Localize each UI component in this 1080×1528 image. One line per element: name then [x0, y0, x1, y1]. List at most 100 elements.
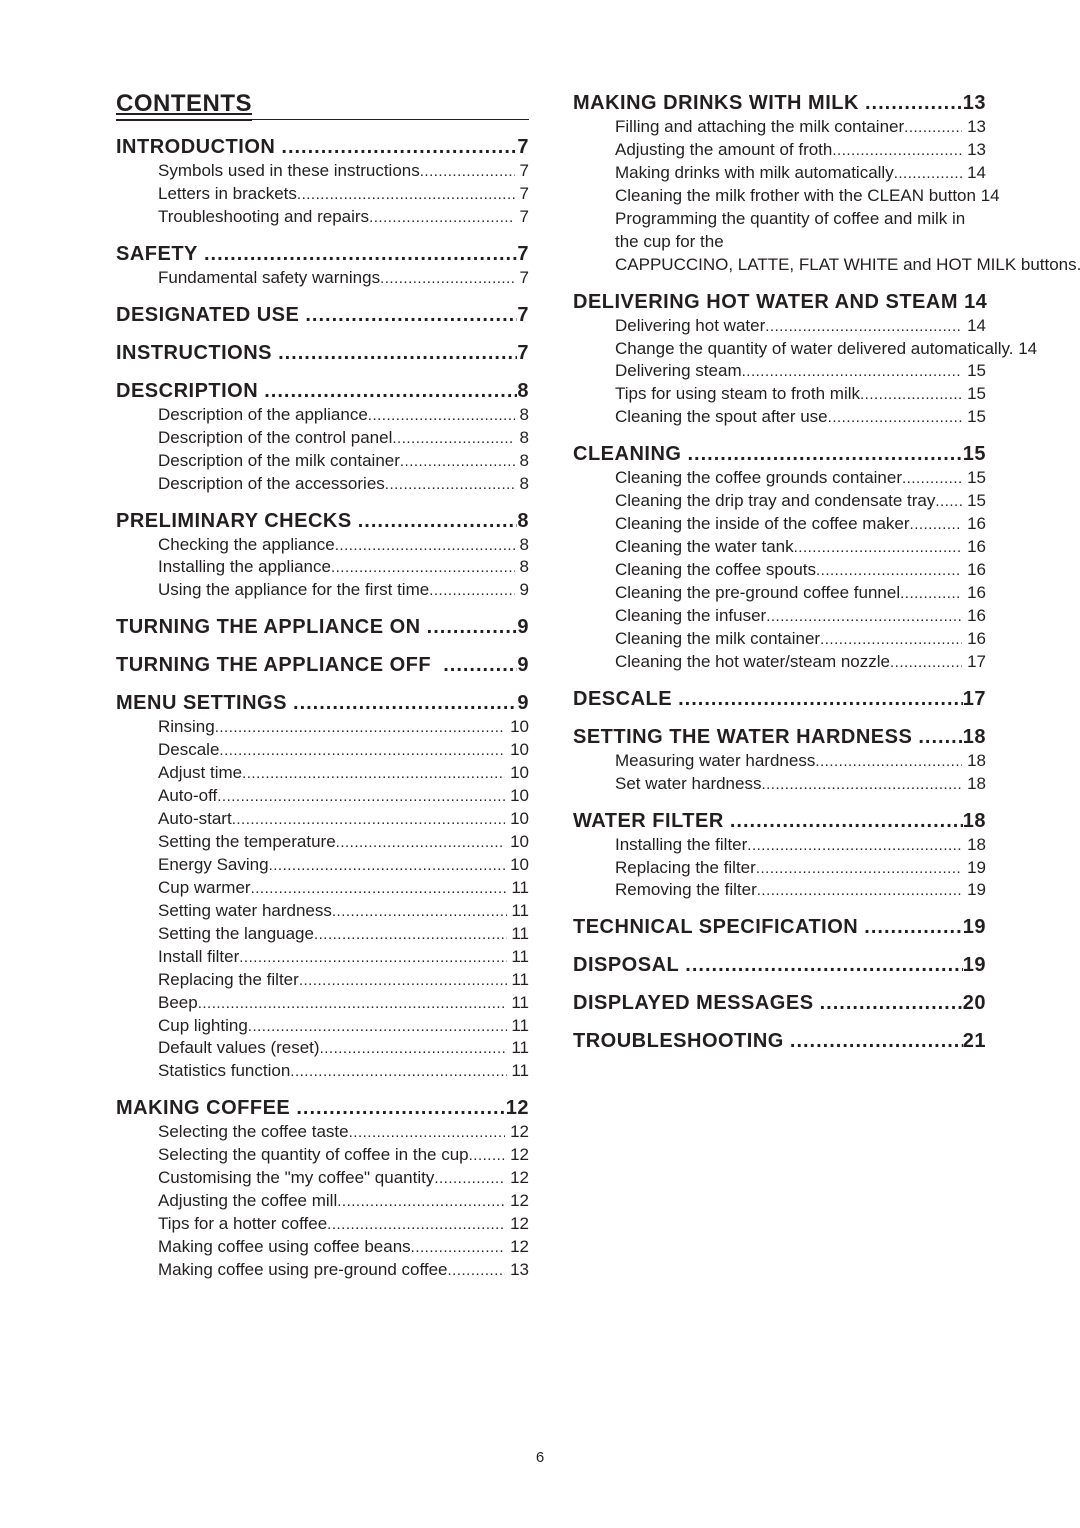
toc-sub-page: 14 [976, 185, 1000, 208]
toc-sub-label: Cleaning the drip tray and condensate tr… [615, 490, 935, 513]
toc-sub-page: 16 [962, 513, 986, 536]
toc-section-page: 9 [517, 652, 529, 678]
toc-sub-page: 18 [962, 773, 986, 796]
toc-leader-dots: ........................................… [400, 452, 515, 472]
toc-sub-entry: Tips for using steam to froth milk......… [573, 383, 986, 406]
toc-leader-dots: ........................................… [331, 558, 515, 578]
toc-sub-page: 11 [507, 877, 529, 900]
toc-leader-dots: ........................................… [299, 971, 507, 991]
toc-sub-page: 10 [505, 808, 529, 831]
toc-section-page: 8 [517, 378, 529, 404]
toc-sub-page: 11 [507, 900, 529, 923]
toc-sub-entry: Cup lighting............................… [116, 1015, 529, 1038]
toc-leader-dots: ........................................… [251, 879, 507, 899]
toc-sub-page: 11 [507, 1037, 529, 1060]
toc-sub-label: Letters in brackets [158, 183, 297, 206]
toc-sub-label: Delivering hot water [615, 315, 765, 338]
toc-leader-dots: ........................................… [790, 1028, 963, 1054]
toc-sub-label: Replacing the filter [158, 969, 299, 992]
toc-leader-dots: ........................................… [448, 1261, 506, 1281]
toc-sub-label: Cleaning the pre-ground coffee funnel [615, 582, 900, 605]
toc-sub-label: Default values (reset) [158, 1037, 320, 1060]
toc-sub-page: 9 [515, 579, 529, 602]
toc-section-page: 14 [964, 289, 987, 315]
toc-sub-page: 12 [505, 1190, 529, 1213]
toc-sub-page: 15 [962, 467, 986, 490]
toc-sub-entry: Description of the milk container.......… [116, 450, 529, 473]
toc-section-label: TURNING THE APPLIANCE ON [116, 614, 427, 640]
toc-leader-dots: ........................................… [935, 492, 962, 512]
toc-leader-dots: ........................................… [336, 833, 506, 853]
toc-leader-dots: ........................................… [380, 269, 515, 289]
toc-section-label: TROUBLESHOOTING [573, 1028, 790, 1054]
toc-sub-label: Selecting the coffee taste [158, 1121, 349, 1144]
toc-leader-dots: ........................................… [297, 185, 515, 205]
toc-leader-dots: ........................................… [242, 764, 505, 784]
toc-leader-dots: ........................................… [761, 775, 962, 795]
toc-sub-page: 13 [962, 116, 986, 139]
toc-section: PRELIMINARY CHECKS .....................… [116, 508, 529, 603]
toc-sub-page: 10 [505, 854, 529, 877]
toc-sub-label: Adjust time [158, 762, 242, 785]
toc-sub-entry: Description of the appliance............… [116, 404, 529, 427]
toc-section-page: 9 [517, 614, 529, 640]
toc-leader-dots: ........................................… [278, 340, 517, 366]
toc-sub-label: Auto-off [158, 785, 217, 808]
toc-section-label: DISPOSAL [573, 952, 685, 978]
toc-sub-page: 15 [962, 360, 986, 383]
toc-sub-label: Energy Saving [158, 854, 269, 877]
toc-sub-label: Install filter [158, 946, 239, 969]
toc-leader-dots: ........................................… [832, 141, 962, 161]
toc-sub-page: 19 [962, 857, 986, 880]
toc-section-head: INSTRUCTIONS ...........................… [116, 340, 529, 366]
toc-section-head: DISPOSAL ...............................… [573, 952, 986, 978]
toc-sub-page: 7 [515, 183, 529, 206]
toc-section-label: MAKING COFFEE [116, 1095, 296, 1121]
toc-sub-entry: Cleaning the pre-ground coffee funnel...… [573, 582, 986, 605]
toc-section-head: MENU SETTINGS ..........................… [116, 690, 529, 716]
toc-section-head: DESCALE ................................… [573, 686, 986, 712]
toc-leader-dots: ........................................… [904, 118, 962, 138]
toc-sub-entry: Cleaning the coffee grounds container...… [573, 467, 986, 490]
toc-leader-dots: ........................................… [239, 948, 506, 968]
toc-leader-dots: ........................................… [296, 1095, 505, 1121]
toc-section-head: DESIGNATED USE .........................… [116, 302, 529, 328]
toc-sub-label: Using the appliance for the first time [158, 579, 429, 602]
toc-section-page: 19 [963, 952, 986, 978]
toc-section-page: 7 [517, 340, 529, 366]
toc-sub-label: Statistics function [158, 1060, 290, 1083]
toc-sub-page: 13 [505, 1259, 529, 1282]
toc-sub-label: Change the quantity of water delivered a… [615, 338, 1013, 361]
left-column: CONTENTS INTRODUCTION ..................… [116, 90, 529, 1468]
toc-section-head: SAFETY .................................… [116, 241, 529, 267]
toc-leader-dots: ........................................… [217, 787, 505, 807]
toc-sub-entry: Cleaning the water tank.................… [573, 536, 986, 559]
toc-sub-label: Description of the control panel [158, 427, 392, 450]
toc-section-label: SETTING THE WATER HARDNESS [573, 724, 918, 750]
toc-section-label: DESCRIPTION [116, 378, 264, 404]
toc-section-label: SAFETY [116, 241, 204, 267]
toc-sub-label: Cup warmer [158, 877, 251, 900]
toc-section: CLEANING ...............................… [573, 441, 986, 673]
toc-section-head: TECHNICAL SPECIFICATION ................… [573, 914, 986, 940]
toc-sub-label: Cleaning the spout after use [615, 406, 828, 429]
toc-section: INSTRUCTIONS ...........................… [116, 340, 529, 366]
toc-sub-entry: Change the quantity of water delivered a… [573, 338, 986, 361]
toc-section-page: 9 [517, 690, 529, 716]
toc-sub-label: Auto-start [158, 808, 232, 831]
toc-leader-dots: ........................................… [688, 441, 963, 467]
toc-sub-entry: Cleaning the coffee spouts..............… [573, 559, 986, 582]
toc-leader-dots: ........................................… [678, 686, 963, 712]
toc-section: DESIGNATED USE .........................… [116, 302, 529, 328]
toc-sub-entry: Replacing the filter....................… [573, 857, 986, 880]
toc-sub-entry: Customising the "my coffee" quantity....… [116, 1167, 529, 1190]
toc-sub-label: Cleaning the coffee spouts [615, 559, 816, 582]
toc-sub-entry: Cleaning the milk frother with the CLEAN… [573, 185, 986, 208]
toc-sub-entry: Filling and attaching the milk container… [573, 116, 986, 139]
toc-sub-label: Cleaning the infuser [615, 605, 766, 628]
toc-sub-label: Checking the appliance [158, 534, 335, 557]
toc-section-label: WATER FILTER [573, 808, 730, 834]
toc-sub-label: Cleaning the coffee grounds container [615, 467, 902, 490]
toc-sub-label: Tips for using steam to froth milk [615, 383, 860, 406]
toc-leader-dots: ........................................… [281, 134, 517, 160]
